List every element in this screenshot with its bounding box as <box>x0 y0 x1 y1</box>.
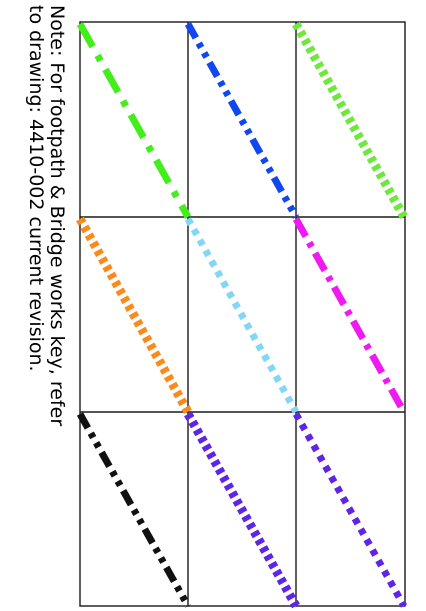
key-line-orange-hatched <box>76 216 192 415</box>
key-line-lightblue-dotted <box>184 217 300 414</box>
key-line-black-dash-double-dot <box>76 412 192 608</box>
key-line-purple-dotted <box>292 412 408 608</box>
key-line-lightgreen-hatched <box>292 21 408 220</box>
key-line-samples <box>76 21 408 609</box>
key-line-green-dash-dot <box>76 22 192 219</box>
grid-outline <box>79 21 406 607</box>
key-line-magenta-dash-dot <box>292 217 408 414</box>
key-line-blue-dash-double-dot <box>184 22 300 219</box>
grid-lines <box>79 21 406 607</box>
key-line-purple-hatched <box>184 411 300 609</box>
